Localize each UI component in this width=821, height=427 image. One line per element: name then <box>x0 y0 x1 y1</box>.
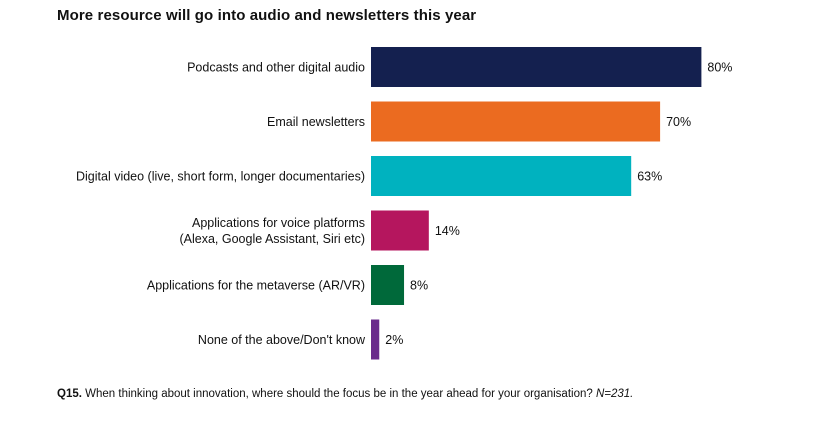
value-label-6: 2% <box>385 333 403 347</box>
value-label-2: 70% <box>666 115 691 129</box>
value-label-5: 8% <box>410 279 428 293</box>
category-label-2: Email newsletters <box>267 115 365 129</box>
chart-title: More resource will go into audio and new… <box>57 7 477 24</box>
category-label-6: None of the above/Don't know <box>198 333 366 347</box>
category-label-3: Digital video (live, short form, longer … <box>76 170 365 184</box>
bar-6 <box>371 319 380 360</box>
bar-4 <box>371 210 429 251</box>
bar-1 <box>371 47 702 87</box>
bar-2 <box>371 101 661 142</box>
category-label-5: Applications for the metaverse (AR/VR) <box>147 279 365 293</box>
bar-5 <box>371 265 405 305</box>
footnote-question-text: When thinking about innovation, where sh… <box>85 388 593 400</box>
footnote-sample-size: N=231. <box>595 388 634 400</box>
bar-3 <box>371 156 632 196</box>
bar-chart: 80% Podcasts and other digital audio 70% Em… <box>76 47 732 360</box>
category-label-4: Applications for voice platforms (Alexa, … <box>180 216 366 246</box>
value-label-4: 14% <box>435 224 460 238</box>
value-label-1: 80% <box>707 61 732 75</box>
footnote: Q15. When thinking about innovation, whe… <box>57 388 633 400</box>
value-label-3: 63% <box>637 170 662 184</box>
footnote-question-label: Q15. <box>57 388 82 400</box>
category-label-1: Podcasts and other digital audio <box>187 61 365 75</box>
